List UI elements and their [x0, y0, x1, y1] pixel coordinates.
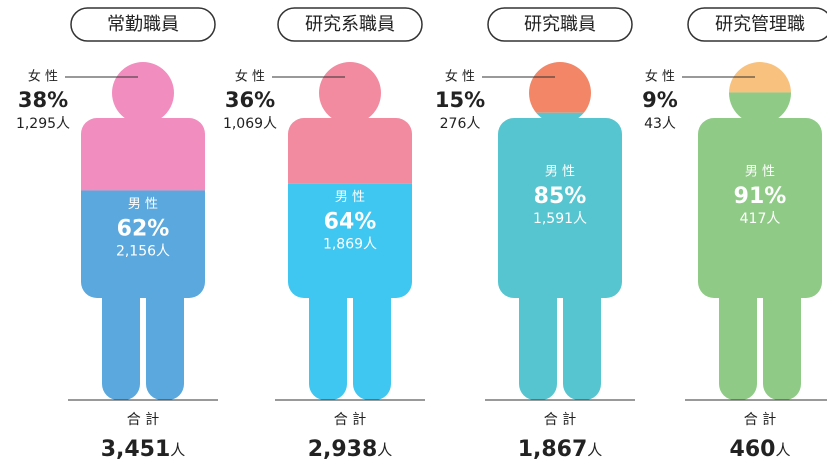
female-count: 43人	[644, 116, 676, 132]
female-count: 1,069人	[223, 116, 277, 132]
total-unit: 人	[377, 441, 392, 459]
total: 460人	[730, 437, 791, 462]
female-percent: 15%	[435, 88, 485, 112]
total-label: 合 計	[334, 412, 366, 428]
male-percent: 62%	[117, 216, 170, 241]
group-title: 常勤職員	[107, 14, 179, 35]
total-value: 2,938	[308, 437, 378, 462]
female-label: 女 性	[235, 69, 265, 85]
group-title: 研究職員	[524, 14, 596, 35]
male-segment	[498, 112, 622, 400]
female-percent: 9%	[642, 88, 678, 112]
figure	[498, 62, 622, 400]
total-label: 合 計	[544, 412, 576, 428]
male-label: 男 性	[128, 197, 158, 212]
title-pill	[70, 7, 216, 42]
female-label: 女 性	[645, 69, 675, 85]
male-percent: 64%	[324, 210, 377, 235]
total-value: 3,451	[101, 437, 171, 462]
male-label: 男 性	[335, 190, 365, 205]
total-value: 1,867	[518, 437, 588, 462]
total-value: 460	[730, 437, 776, 462]
figure	[698, 62, 822, 400]
male-segment	[698, 92, 822, 400]
total: 3,451人	[101, 437, 186, 462]
female-segment	[288, 62, 412, 184]
title-pill	[687, 7, 827, 42]
male-label: 男 性	[745, 165, 775, 180]
group-title: 研究系職員	[305, 14, 395, 35]
female-percent: 38%	[18, 88, 68, 112]
total: 2,938人	[308, 437, 393, 462]
total-label: 合 計	[127, 412, 159, 428]
female-label: 女 性	[28, 69, 58, 85]
male-percent: 91%	[734, 184, 787, 209]
female-percent: 36%	[225, 88, 275, 112]
male-count: 1,869人	[323, 237, 377, 253]
male-count: 417人	[740, 211, 781, 227]
total: 1,867人	[518, 437, 603, 462]
male-count: 2,156人	[116, 243, 170, 259]
female-count: 276人	[440, 116, 481, 132]
female-segment	[498, 62, 622, 113]
title-pill	[487, 7, 633, 42]
male-count: 1,591人	[533, 211, 587, 227]
group-title: 研究管理職	[715, 14, 805, 35]
total-label: 合 計	[744, 412, 776, 428]
female-segment	[81, 62, 205, 191]
male-label: 男 性	[545, 165, 575, 180]
female-count: 1,295人	[16, 116, 70, 132]
total-unit: 人	[775, 441, 790, 459]
female-label: 女 性	[445, 69, 475, 85]
male-percent: 85%	[534, 184, 587, 209]
total-unit: 人	[587, 441, 602, 459]
total-unit: 人	[170, 441, 185, 459]
title-pill	[277, 7, 423, 42]
